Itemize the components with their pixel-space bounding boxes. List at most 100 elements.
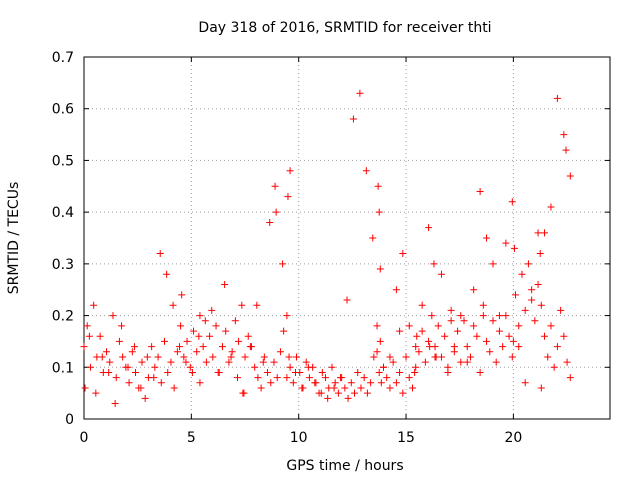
data-point — [231, 317, 239, 325]
data-point — [354, 368, 362, 376]
data-point — [337, 374, 345, 382]
data-point — [157, 379, 165, 387]
data-point — [379, 363, 387, 371]
data-point — [266, 218, 274, 226]
data-point — [386, 353, 394, 361]
data-point — [156, 250, 164, 258]
data-point — [298, 384, 306, 392]
data-point — [85, 332, 93, 340]
data-point — [515, 343, 523, 351]
data-point — [222, 327, 230, 335]
data-point — [360, 374, 368, 382]
data-point — [563, 358, 571, 366]
data-point — [228, 348, 236, 356]
data-point — [502, 312, 510, 320]
data-point — [317, 389, 325, 397]
data-point — [373, 322, 381, 330]
data-point — [280, 327, 288, 335]
x-tick-label: 15 — [397, 430, 415, 446]
data-point — [495, 327, 503, 335]
data-point — [399, 389, 407, 397]
data-point — [537, 301, 545, 309]
data-point — [238, 301, 246, 309]
data-point — [334, 389, 342, 397]
data-point — [447, 306, 455, 314]
data-point — [291, 368, 299, 376]
data-point — [430, 260, 438, 268]
data-point — [376, 337, 384, 345]
data-point — [286, 363, 294, 371]
data-point — [90, 301, 98, 309]
data-point — [541, 332, 549, 340]
x-axis-label: GPS time / hours — [286, 458, 403, 474]
data-point — [405, 374, 413, 382]
data-point — [276, 348, 284, 356]
data-point — [141, 394, 149, 402]
data-point — [512, 291, 520, 299]
data-point — [473, 332, 481, 340]
data-point — [283, 374, 291, 382]
data-point — [370, 353, 378, 361]
data-point — [130, 343, 138, 351]
y-tick-label: 0.3 — [52, 257, 74, 273]
data-point — [143, 353, 151, 361]
data-point — [392, 286, 400, 294]
data-point — [273, 374, 281, 382]
data-point — [489, 317, 497, 325]
data-point — [499, 343, 507, 351]
data-point — [331, 379, 339, 387]
data-point — [560, 131, 568, 139]
data-point — [412, 363, 420, 371]
data-point — [199, 343, 207, 351]
data-point — [541, 229, 549, 237]
data-point — [259, 358, 267, 366]
data-point — [124, 363, 132, 371]
data-point — [362, 167, 370, 175]
plot-frame — [83, 56, 611, 420]
data-point — [518, 270, 526, 278]
data-point — [132, 368, 140, 376]
data-point — [557, 306, 565, 314]
data-point — [408, 384, 416, 392]
y-tick-label: 0.5 — [52, 153, 74, 169]
data-point — [208, 306, 216, 314]
data-point — [119, 353, 127, 361]
data-point — [505, 332, 513, 340]
data-point — [373, 348, 381, 356]
data-point — [528, 296, 536, 304]
data-point — [235, 337, 243, 345]
data-point — [193, 348, 201, 356]
data-point — [239, 389, 247, 397]
data-point — [356, 89, 364, 97]
data-point — [413, 332, 421, 340]
data-point — [392, 379, 400, 387]
data-point — [375, 368, 383, 376]
data-point — [343, 296, 351, 304]
data-point — [437, 270, 445, 278]
data-point — [176, 343, 184, 351]
data-point — [254, 374, 262, 382]
data-point — [109, 312, 117, 320]
data-point — [103, 348, 111, 356]
data-point — [154, 353, 162, 361]
data-point — [489, 260, 497, 268]
data-point — [330, 384, 338, 392]
data-point — [521, 306, 529, 314]
data-point — [463, 358, 471, 366]
data-point — [483, 337, 491, 345]
data-point — [202, 358, 210, 366]
data-point — [376, 265, 384, 273]
data-point — [425, 337, 433, 345]
data-point — [434, 322, 442, 330]
data-point — [164, 368, 172, 376]
data-point — [328, 363, 336, 371]
data-point — [186, 363, 194, 371]
data-point — [81, 384, 89, 392]
data-point — [402, 353, 410, 361]
data-point — [169, 301, 177, 309]
data-point — [531, 317, 539, 325]
data-point — [550, 363, 558, 371]
data-point — [167, 358, 175, 366]
data-point — [399, 250, 407, 258]
data-point — [508, 198, 516, 206]
